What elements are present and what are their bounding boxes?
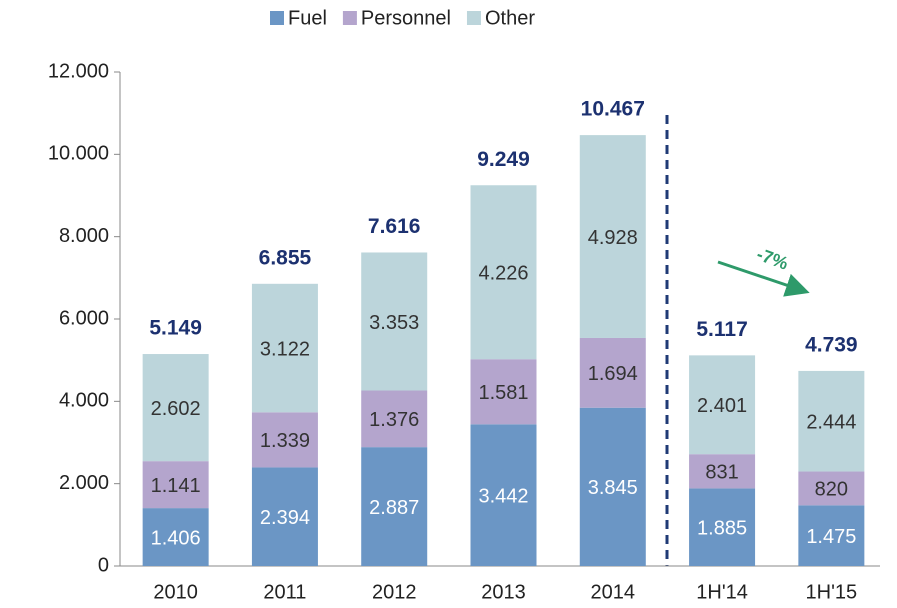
legend-swatch <box>342 11 357 25</box>
value-label: 2.394 <box>260 507 310 529</box>
bar-segment <box>142 508 209 566</box>
bar-segment <box>251 412 318 468</box>
total-label: 6.855 <box>259 246 312 269</box>
trend-arrow <box>717 260 810 297</box>
value-label: 1.885 <box>697 517 747 539</box>
x-tick-label: 2012 <box>372 581 417 603</box>
x-tick-label: 2011 <box>263 581 306 603</box>
total-label: 7.616 <box>368 215 421 238</box>
bar-segment <box>579 407 646 566</box>
y-tick-label: 4.000 <box>59 390 109 412</box>
total-label: 10.467 <box>581 98 645 121</box>
value-label: 3.122 <box>260 338 310 360</box>
value-label: 2.401 <box>697 395 747 417</box>
y-tick-label: 2.000 <box>59 472 109 494</box>
bar-segment <box>798 370 865 472</box>
bar-segment <box>142 354 209 462</box>
bar-segment <box>689 454 756 489</box>
value-label: 4.226 <box>478 263 528 285</box>
value-label: 1.141 <box>151 475 201 497</box>
value-label: 1.581 <box>478 382 528 404</box>
y-tick-label: 8.000 <box>59 225 109 247</box>
bar-segment <box>142 461 209 509</box>
value-label: 820 <box>815 479 848 501</box>
value-label: 1.376 <box>369 409 419 431</box>
bar-segment <box>361 252 428 391</box>
bar-segment <box>689 355 756 455</box>
value-label: 2.444 <box>806 411 856 433</box>
value-label: 3.353 <box>369 312 419 334</box>
bar-segment <box>689 488 756 566</box>
bar-segment <box>470 424 537 566</box>
legend-label: Personnel <box>361 7 451 29</box>
x-tick-label: 1H'15 <box>806 581 858 603</box>
y-tick-label: 0 <box>98 554 109 576</box>
value-label: 1.339 <box>260 430 310 452</box>
value-label: 3.845 <box>588 477 638 499</box>
value-label: 3.442 <box>478 485 528 507</box>
value-label: 2.887 <box>369 497 419 519</box>
bar-segment <box>361 390 428 448</box>
total-label: 4.739 <box>805 333 858 356</box>
x-tick-label: 2014 <box>591 581 636 603</box>
x-tick-label: 2010 <box>153 581 198 603</box>
bar-segment <box>579 337 646 408</box>
legend-label: Fuel <box>288 7 327 29</box>
bar-segment <box>251 283 318 413</box>
bar-segment <box>798 505 865 566</box>
value-label: 831 <box>705 462 738 484</box>
legend-swatch <box>270 11 284 25</box>
value-label: 4.928 <box>588 227 638 249</box>
y-tick-label: 6.000 <box>59 307 109 329</box>
y-tick-label: 12.000 <box>48 60 109 82</box>
total-label: 5.149 <box>149 317 202 340</box>
bar-segment <box>798 471 865 506</box>
x-tick-label: 2013 <box>481 581 526 603</box>
bar-segment <box>470 359 537 425</box>
x-tick-label: 1H'14 <box>696 581 748 603</box>
bar-segment <box>361 447 428 566</box>
value-label: 2.602 <box>151 398 201 420</box>
bar-segment <box>251 467 318 566</box>
bar-segment <box>470 185 537 360</box>
value-label: 1.475 <box>806 526 856 548</box>
annotation: -7% <box>754 244 791 274</box>
legend-swatch <box>466 11 481 25</box>
value-label: 1.694 <box>588 363 638 385</box>
bar-segment <box>579 135 646 338</box>
value-label: 1.406 <box>151 527 201 549</box>
y-tick-label: 10.000 <box>48 143 109 165</box>
total-label: 5.117 <box>696 318 747 341</box>
total-label: 9.249 <box>477 148 530 171</box>
legend-label: Other <box>485 7 535 29</box>
